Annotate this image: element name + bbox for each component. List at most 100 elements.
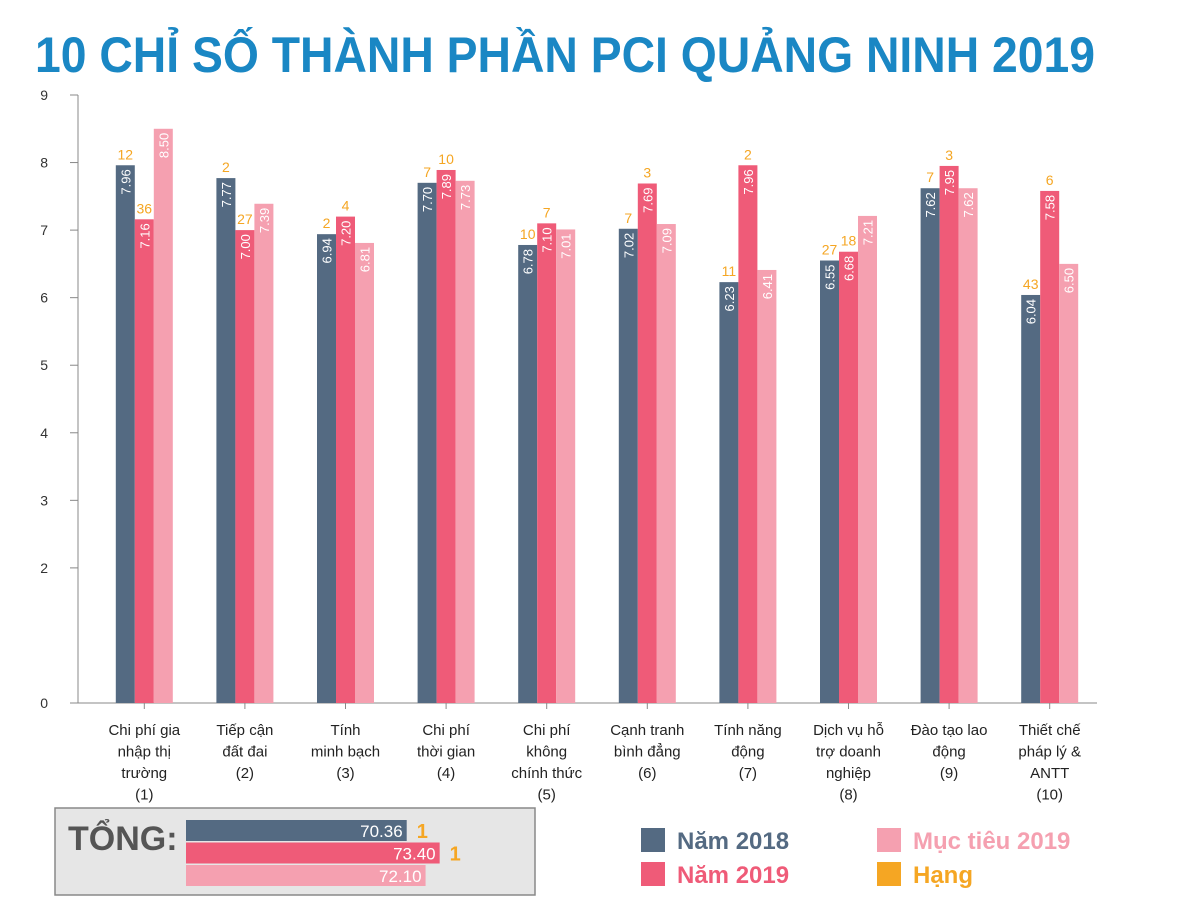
rank-label: 3 bbox=[643, 164, 651, 180]
rank-label: 18 bbox=[841, 233, 857, 249]
rank-label: 27 bbox=[822, 242, 838, 258]
value-label: 7.62 bbox=[923, 192, 938, 217]
value-label: 6.68 bbox=[842, 256, 857, 281]
bar bbox=[355, 242, 374, 704]
legend-swatch bbox=[641, 828, 665, 852]
bar bbox=[254, 203, 274, 703]
bar bbox=[153, 128, 173, 703]
y-tick-label: 9 bbox=[40, 87, 48, 103]
x-tick-label: (9) bbox=[940, 765, 958, 782]
value-label: 6.41 bbox=[760, 274, 775, 299]
x-tick-label: (6) bbox=[638, 765, 656, 782]
value-label: 7.95 bbox=[942, 170, 957, 195]
x-tick-label: minh bạch bbox=[311, 744, 380, 761]
rank-label: 4 bbox=[342, 198, 350, 214]
y-tick-label: 0 bbox=[40, 695, 48, 711]
total-bar bbox=[186, 865, 426, 886]
x-tick-label: không bbox=[526, 744, 567, 761]
bar bbox=[134, 219, 154, 703]
x-tick-label: Dịch vụ hỗ bbox=[813, 722, 884, 739]
bar bbox=[757, 269, 777, 703]
rank-label: 2 bbox=[323, 215, 331, 231]
x-tick-label: động bbox=[731, 744, 764, 761]
totals-label: TỔNG: bbox=[68, 820, 178, 858]
bar bbox=[417, 182, 437, 704]
total-value-label: 70.36 bbox=[360, 822, 403, 841]
rank-label: 27 bbox=[237, 211, 253, 227]
total-value-label: 73.40 bbox=[393, 845, 436, 864]
value-label: 7.20 bbox=[339, 221, 354, 246]
x-tick-label: (1) bbox=[135, 787, 153, 804]
bar bbox=[336, 216, 355, 703]
value-label: 7.00 bbox=[238, 234, 253, 259]
bar bbox=[719, 282, 739, 703]
y-tick-label: 2 bbox=[40, 560, 48, 576]
value-label: 7.58 bbox=[1043, 195, 1058, 220]
x-tick-label: (5) bbox=[538, 787, 556, 804]
rank-label: 12 bbox=[118, 146, 134, 162]
y-tick-label: 8 bbox=[40, 155, 48, 171]
x-tick-label: pháp lý & bbox=[1018, 744, 1081, 761]
x-tick-label: bình đẳng bbox=[614, 743, 681, 761]
y-tick-label: 3 bbox=[40, 492, 48, 508]
bar bbox=[317, 234, 336, 704]
x-tick-label: chính thức bbox=[511, 765, 582, 782]
rank-label: 7 bbox=[543, 204, 551, 220]
bar bbox=[216, 178, 236, 704]
value-label: 6.55 bbox=[823, 265, 838, 290]
value-label: 7.09 bbox=[659, 228, 674, 253]
bar bbox=[637, 183, 657, 703]
y-tick-label: 4 bbox=[40, 425, 48, 441]
x-tick-label: (4) bbox=[437, 765, 455, 782]
value-label: 6.04 bbox=[1024, 299, 1039, 324]
value-label: 7.16 bbox=[137, 223, 152, 248]
y-tick-label: 6 bbox=[40, 290, 48, 306]
legend-label: Mục tiêu 2019 bbox=[913, 828, 1070, 855]
x-tick-label: Đào tạo lao bbox=[911, 722, 988, 739]
x-tick-label: đất đai bbox=[222, 744, 267, 761]
bar bbox=[1021, 294, 1041, 703]
value-label: 6.94 bbox=[320, 238, 335, 263]
bar bbox=[115, 165, 135, 703]
value-label: 7.77 bbox=[219, 182, 234, 207]
value-label: 7.96 bbox=[118, 169, 133, 194]
value-label: 6.81 bbox=[358, 247, 373, 272]
legend-swatch bbox=[877, 828, 901, 852]
value-label: 6.78 bbox=[521, 249, 536, 274]
x-tick-label: Tính bbox=[330, 722, 360, 739]
x-tick-label: nghiệp bbox=[826, 765, 871, 782]
bar bbox=[235, 230, 255, 703]
bar bbox=[518, 244, 538, 703]
bar bbox=[939, 165, 959, 703]
rank-label: 43 bbox=[1023, 276, 1039, 292]
x-tick-label: (8) bbox=[839, 787, 857, 804]
rank-label: 36 bbox=[137, 200, 153, 216]
bar bbox=[958, 188, 978, 703]
total-bar bbox=[186, 820, 407, 841]
rank-label: 11 bbox=[722, 263, 737, 279]
value-label: 8.50 bbox=[156, 133, 171, 158]
bar bbox=[537, 223, 557, 703]
value-label: 7.39 bbox=[257, 208, 272, 233]
bar bbox=[656, 224, 676, 703]
total-value-label: 72.10 bbox=[379, 867, 422, 886]
rank-label: 3 bbox=[945, 147, 953, 163]
y-tick-label: 5 bbox=[40, 357, 48, 373]
rank-label: 10 bbox=[438, 151, 454, 167]
bar bbox=[738, 165, 758, 703]
x-tick-label: trợ doanh bbox=[816, 744, 881, 761]
value-label: 6.50 bbox=[1062, 268, 1077, 293]
x-tick-label: Chi phí gia bbox=[108, 722, 180, 739]
x-tick-label: Tính năng bbox=[714, 722, 782, 739]
value-label: 7.02 bbox=[621, 233, 636, 258]
chart-title: 10 CHỈ SỐ THÀNH PHẦN PCI QUẢNG NINH 2019 bbox=[35, 26, 1095, 83]
value-label: 7.10 bbox=[540, 227, 555, 252]
legend-label: Năm 2018 bbox=[677, 828, 789, 855]
rank-label: 2 bbox=[744, 146, 752, 162]
x-tick-label: Chi phí bbox=[523, 722, 571, 739]
bar bbox=[618, 228, 638, 703]
value-label: 6.23 bbox=[722, 286, 737, 311]
x-tick-label: (2) bbox=[236, 765, 254, 782]
value-label: 7.73 bbox=[458, 185, 473, 210]
bar bbox=[858, 215, 877, 703]
